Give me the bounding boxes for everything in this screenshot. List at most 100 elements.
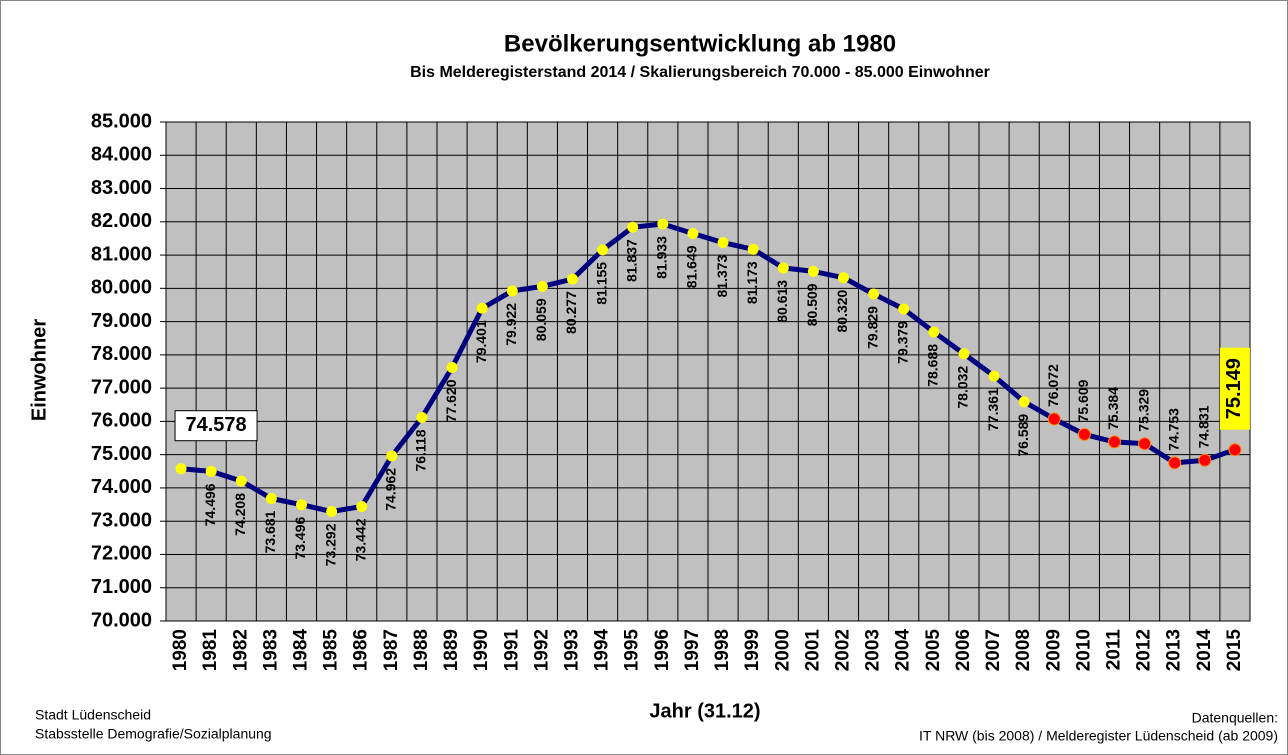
value-label: 79.401: [473, 320, 489, 363]
label-box: [1219, 347, 1250, 430]
x-tick-label: 1982: [230, 629, 251, 671]
x-tick-label: 1999: [742, 629, 763, 671]
footer-left: Stabsstelle Demografie/Sozialplanung: [35, 726, 272, 742]
value-label: 77.620: [443, 379, 459, 422]
value-label: 81.173: [744, 261, 760, 304]
x-tick-label: 2014: [1194, 629, 1215, 672]
y-tick-label: 84.000: [91, 144, 152, 166]
x-tick-label: 1988: [411, 629, 432, 671]
y-tick-label: 83.000: [91, 177, 152, 199]
marker: [1077, 427, 1091, 441]
x-tick-label: 1984: [291, 629, 312, 672]
marker: [627, 221, 639, 233]
value-label: 80.613: [774, 280, 790, 323]
marker: [687, 227, 699, 239]
y-tick-label: 80.000: [91, 277, 152, 299]
value-label: 74.496: [202, 483, 218, 526]
value-label: 74.962: [383, 468, 399, 511]
marker: [1228, 443, 1242, 457]
value-label: 81.649: [684, 245, 700, 288]
y-axis-label: Einwohner: [28, 319, 50, 421]
value-label: 75.329: [1135, 389, 1151, 432]
marker: [446, 362, 458, 374]
x-tick-label: 1889: [441, 629, 462, 671]
value-label: 74.753: [1165, 408, 1181, 451]
marker: [386, 450, 398, 462]
marker: [296, 499, 307, 511]
chart-title: Bevölkerungsentwicklung ab 1980: [504, 30, 896, 57]
x-tick-label: 2011: [1104, 629, 1125, 671]
marker: [416, 411, 428, 423]
value-label: 75.384: [1105, 387, 1121, 430]
x-tick-label: 1980: [170, 629, 191, 671]
x-tick-label: 1987: [381, 629, 402, 671]
marker: [868, 288, 880, 300]
x-tick-label: 2001: [802, 629, 823, 672]
value-label: 76.118: [413, 429, 429, 471]
x-axis-label: Jahr (31.12): [649, 700, 760, 722]
x-tick-label: 1991: [501, 629, 522, 672]
x-tick-label: 1995: [622, 629, 643, 672]
marker: [175, 463, 187, 475]
x-tick-label: 1986: [351, 629, 372, 671]
y-tick-label: 81.000: [91, 243, 152, 265]
y-tick-label: 74.000: [91, 476, 152, 498]
chart-subtitle: Bis Melderegisterstand 2014 / Skalierung…: [410, 64, 990, 81]
footer-right: IT NRW (bis 2008) / Melderegister Lüdens…: [919, 728, 1278, 744]
marker: [777, 262, 789, 274]
value-label: 73.442: [352, 518, 368, 561]
value-label: 79.379: [894, 321, 910, 364]
marker: [657, 218, 669, 230]
marker: [205, 465, 217, 477]
marker: [476, 302, 488, 314]
footer-right: Datenquellen:: [1192, 710, 1278, 726]
value-label: 80.509: [804, 283, 820, 326]
value-label: 75.149: [1223, 358, 1245, 419]
value-label: 76.589: [1015, 414, 1031, 457]
x-tick-label: 2010: [1073, 629, 1094, 671]
x-tick-label: 2008: [1013, 629, 1034, 671]
value-label: 81.155: [593, 262, 609, 305]
value-label: 74.578: [185, 414, 246, 436]
value-label: 80.059: [533, 298, 549, 341]
marker: [567, 273, 578, 285]
x-tick-label: 2006: [953, 629, 974, 671]
marker: [747, 243, 759, 255]
marker: [536, 280, 548, 292]
y-tick-label: 78.000: [91, 343, 152, 365]
y-tick-label: 76.000: [91, 410, 152, 432]
value-label: 73.292: [322, 523, 338, 566]
value-label: 76.072: [1045, 364, 1061, 407]
value-label: 81.837: [623, 239, 639, 282]
x-tick-label: 2004: [893, 629, 914, 672]
x-tick-label: 2015: [1224, 629, 1245, 672]
x-tick-label: 2009: [1043, 629, 1064, 671]
marker: [265, 493, 277, 505]
x-tick-label: 2005: [923, 629, 944, 672]
x-tick-label: 1994: [592, 629, 613, 672]
marker: [898, 303, 910, 315]
x-tick-label: 1998: [712, 629, 733, 671]
y-tick-label: 82.000: [91, 210, 152, 232]
marker: [988, 370, 1000, 382]
y-tick-label: 85.000: [91, 110, 152, 132]
value-label: 78.032: [955, 366, 971, 409]
value-label: 79.829: [864, 306, 880, 349]
footer-left: Stadt Lüdenscheid: [35, 707, 151, 723]
x-tick-label: 2003: [863, 629, 884, 671]
value-label: 81.933: [654, 236, 670, 279]
x-tick-label: 1993: [562, 629, 583, 671]
value-label: 78.688: [925, 344, 941, 387]
marker: [1018, 396, 1030, 408]
x-tick-label: 2012: [1134, 629, 1155, 671]
x-tick-label: 1985: [321, 629, 342, 672]
marker: [597, 244, 609, 256]
value-label: 74.831: [1196, 405, 1212, 448]
value-label: 81.373: [714, 254, 730, 297]
marker: [1168, 456, 1182, 470]
y-tick-label: 77.000: [91, 376, 152, 398]
value-label: 73.681: [262, 510, 278, 553]
marker: [1138, 437, 1152, 451]
marker: [717, 237, 729, 249]
